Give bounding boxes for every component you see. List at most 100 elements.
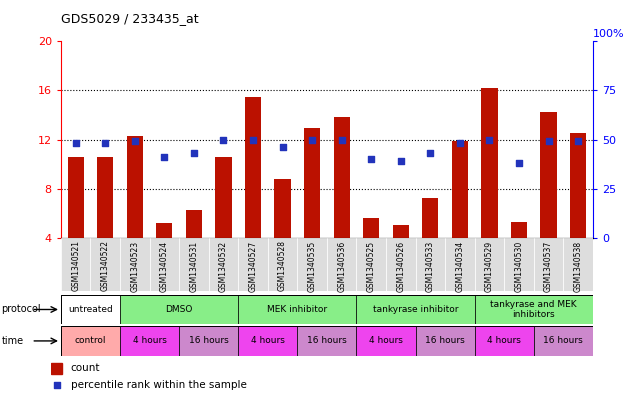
Point <box>425 150 435 156</box>
Bar <box>238 326 297 356</box>
Bar <box>120 238 149 291</box>
Bar <box>415 326 475 356</box>
Bar <box>540 112 557 238</box>
Point <box>455 140 465 147</box>
Bar <box>97 157 113 238</box>
Bar <box>67 157 84 238</box>
Bar <box>61 238 90 291</box>
Text: 4 hours: 4 hours <box>133 336 167 345</box>
Text: untreated: untreated <box>68 305 113 314</box>
Bar <box>363 218 379 238</box>
Bar <box>61 326 120 356</box>
Bar <box>120 326 179 356</box>
Bar <box>415 238 445 291</box>
Text: GDS5029 / 233435_at: GDS5029 / 233435_at <box>61 12 199 25</box>
Point <box>514 160 524 166</box>
Point <box>129 138 140 145</box>
Text: MEK inhibitor: MEK inhibitor <box>267 305 328 314</box>
Bar <box>51 363 62 374</box>
Bar <box>356 295 475 324</box>
Text: tankyrase inhibitor: tankyrase inhibitor <box>373 305 458 314</box>
Text: percentile rank within the sample: percentile rank within the sample <box>71 380 247 390</box>
Bar <box>156 223 172 238</box>
Text: 4 hours: 4 hours <box>251 336 285 345</box>
Bar <box>120 295 238 324</box>
Text: 16 hours: 16 hours <box>425 336 465 345</box>
Text: time: time <box>1 336 24 346</box>
Text: GSM1340523: GSM1340523 <box>130 241 139 292</box>
Text: GSM1340530: GSM1340530 <box>515 241 524 292</box>
Point <box>544 138 554 145</box>
Text: 16 hours: 16 hours <box>189 336 229 345</box>
Text: GSM1340527: GSM1340527 <box>249 241 258 292</box>
Bar <box>452 141 468 238</box>
Bar <box>356 326 415 356</box>
Point <box>395 158 406 164</box>
Point <box>307 136 317 143</box>
Point <box>278 144 288 151</box>
Bar <box>304 129 320 238</box>
Text: GSM1340528: GSM1340528 <box>278 241 287 292</box>
Text: 16 hours: 16 hours <box>307 336 347 345</box>
Point <box>366 156 376 162</box>
Bar <box>127 136 143 238</box>
Bar <box>179 326 238 356</box>
Bar <box>570 133 587 238</box>
Text: count: count <box>71 364 100 373</box>
Bar <box>422 198 438 238</box>
Point <box>71 140 81 147</box>
Text: protocol: protocol <box>1 305 41 314</box>
Bar <box>475 326 534 356</box>
Point <box>485 136 495 143</box>
Bar <box>149 238 179 291</box>
Point <box>159 154 169 160</box>
Text: 4 hours: 4 hours <box>369 336 403 345</box>
Text: GSM1340533: GSM1340533 <box>426 241 435 292</box>
Bar <box>209 238 238 291</box>
Bar <box>504 238 534 291</box>
Text: DMSO: DMSO <box>165 305 193 314</box>
Bar <box>511 222 527 238</box>
Point <box>337 136 347 143</box>
Bar <box>245 97 261 238</box>
Text: GSM1340525: GSM1340525 <box>367 241 376 292</box>
Text: GSM1340531: GSM1340531 <box>189 241 199 292</box>
Point <box>189 150 199 156</box>
Point <box>573 138 583 145</box>
Text: GSM1340522: GSM1340522 <box>101 241 110 292</box>
Bar <box>445 238 475 291</box>
Bar <box>327 238 356 291</box>
Bar <box>481 88 497 238</box>
Point <box>219 136 229 143</box>
Bar <box>90 238 120 291</box>
Bar <box>333 118 350 238</box>
Bar <box>297 238 327 291</box>
Point <box>248 136 258 143</box>
Text: GSM1340529: GSM1340529 <box>485 241 494 292</box>
Bar <box>356 238 386 291</box>
Text: GSM1340521: GSM1340521 <box>71 241 80 292</box>
Point <box>51 382 62 388</box>
Bar <box>563 238 593 291</box>
Bar <box>534 238 563 291</box>
Text: GSM1340538: GSM1340538 <box>574 241 583 292</box>
Text: 16 hours: 16 hours <box>544 336 583 345</box>
Bar <box>534 326 593 356</box>
Bar <box>475 238 504 291</box>
Bar <box>61 295 120 324</box>
Text: GSM1340534: GSM1340534 <box>455 241 465 292</box>
Bar <box>297 326 356 356</box>
Bar <box>393 226 409 238</box>
Text: GSM1340526: GSM1340526 <box>396 241 405 292</box>
Bar <box>274 179 291 238</box>
Text: GSM1340535: GSM1340535 <box>308 241 317 292</box>
Text: 4 hours: 4 hours <box>487 336 521 345</box>
Text: 100%: 100% <box>593 29 624 39</box>
Text: control: control <box>75 336 106 345</box>
Bar <box>238 295 356 324</box>
Bar <box>475 295 593 324</box>
Bar <box>215 157 231 238</box>
Text: GSM1340537: GSM1340537 <box>544 241 553 292</box>
Bar <box>238 238 268 291</box>
Bar <box>386 238 415 291</box>
